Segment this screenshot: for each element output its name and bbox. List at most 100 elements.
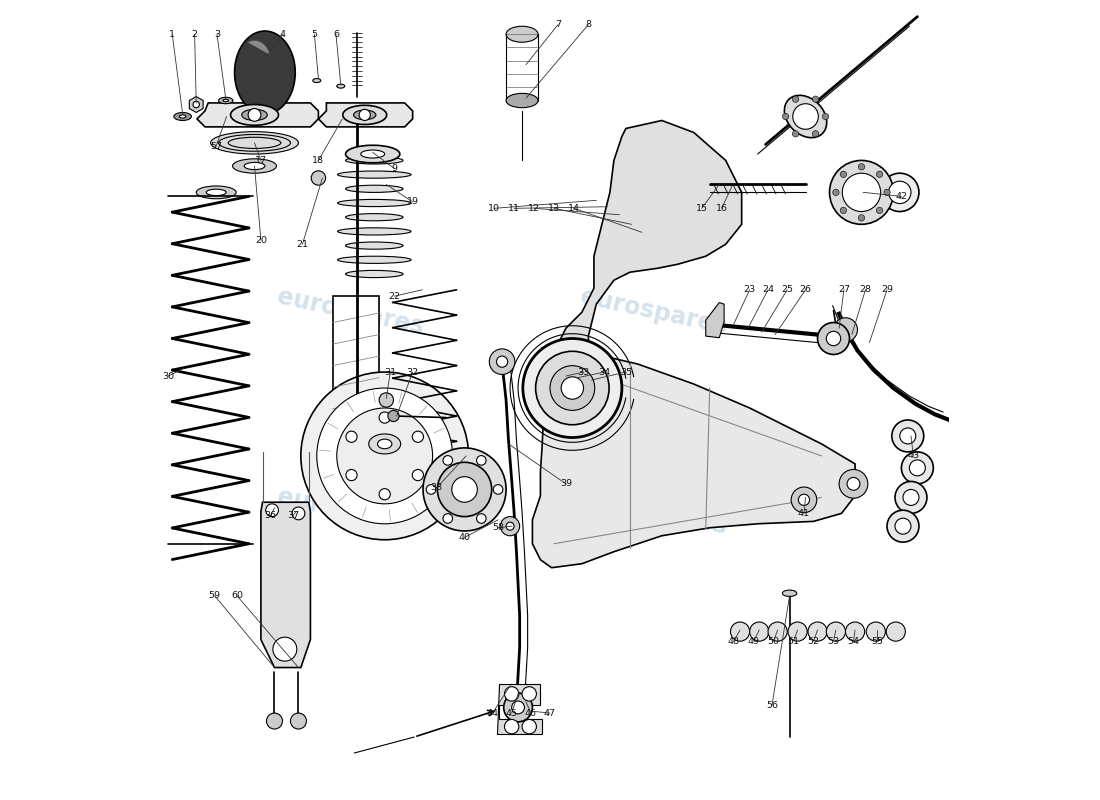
Circle shape	[311, 170, 326, 185]
Ellipse shape	[179, 115, 186, 118]
Circle shape	[846, 622, 865, 641]
Ellipse shape	[232, 159, 276, 173]
Text: 4: 4	[279, 30, 286, 38]
Circle shape	[292, 507, 305, 520]
Circle shape	[317, 388, 452, 524]
Text: eurospares: eurospares	[275, 285, 426, 339]
Text: 26: 26	[800, 286, 812, 294]
Text: 50: 50	[768, 637, 780, 646]
Text: 23: 23	[744, 286, 756, 294]
Text: eurospares: eurospares	[275, 485, 426, 539]
Polygon shape	[706, 302, 724, 338]
Ellipse shape	[345, 242, 403, 249]
Circle shape	[793, 104, 818, 130]
Polygon shape	[248, 41, 270, 54]
Circle shape	[840, 207, 847, 214]
Circle shape	[892, 420, 924, 452]
Circle shape	[843, 173, 881, 211]
Circle shape	[561, 377, 583, 399]
Circle shape	[522, 338, 622, 438]
Ellipse shape	[219, 134, 290, 151]
Circle shape	[345, 431, 358, 442]
Circle shape	[792, 96, 799, 102]
Text: 48: 48	[728, 637, 739, 646]
Circle shape	[829, 161, 893, 224]
Text: eurospares: eurospares	[579, 285, 729, 339]
Circle shape	[536, 351, 609, 425]
Polygon shape	[549, 121, 741, 392]
Ellipse shape	[223, 99, 229, 102]
Circle shape	[505, 719, 519, 734]
Circle shape	[881, 173, 918, 211]
Ellipse shape	[210, 132, 298, 154]
Text: 57: 57	[210, 142, 222, 150]
Text: 46: 46	[525, 709, 537, 718]
Circle shape	[877, 207, 882, 214]
Ellipse shape	[506, 94, 538, 108]
Circle shape	[840, 171, 847, 178]
Text: eurospares: eurospares	[579, 485, 729, 539]
Ellipse shape	[312, 78, 321, 82]
Ellipse shape	[196, 186, 236, 198]
Ellipse shape	[343, 106, 387, 125]
Text: 8: 8	[585, 20, 592, 29]
Circle shape	[550, 366, 595, 410]
Circle shape	[834, 318, 858, 342]
Text: 37: 37	[287, 511, 299, 520]
Circle shape	[887, 510, 918, 542]
Text: 12: 12	[528, 204, 540, 213]
Circle shape	[877, 171, 882, 178]
Text: 60: 60	[231, 591, 243, 600]
Circle shape	[500, 517, 519, 536]
Text: 30: 30	[162, 371, 174, 381]
Ellipse shape	[345, 146, 400, 163]
Text: 53: 53	[827, 637, 839, 646]
Text: 52: 52	[807, 637, 820, 646]
Ellipse shape	[345, 186, 403, 193]
Text: 38: 38	[430, 483, 442, 492]
Text: 56: 56	[766, 701, 778, 710]
Circle shape	[493, 485, 503, 494]
Circle shape	[443, 456, 452, 465]
Text: 58: 58	[492, 523, 504, 532]
Ellipse shape	[174, 113, 191, 121]
Text: 34: 34	[598, 367, 611, 377]
Circle shape	[895, 518, 911, 534]
Circle shape	[412, 470, 424, 481]
Ellipse shape	[782, 590, 796, 597]
Circle shape	[379, 489, 390, 500]
Text: 47: 47	[544, 709, 556, 718]
Circle shape	[768, 622, 788, 641]
Text: 13: 13	[548, 204, 560, 213]
Ellipse shape	[368, 434, 400, 454]
Circle shape	[833, 189, 839, 195]
Ellipse shape	[219, 98, 233, 104]
Text: 49: 49	[748, 637, 760, 646]
Text: 22: 22	[388, 292, 400, 301]
Text: 21: 21	[296, 240, 308, 249]
Circle shape	[273, 637, 297, 661]
Circle shape	[858, 164, 865, 170]
Circle shape	[192, 102, 199, 108]
Circle shape	[867, 622, 886, 641]
Circle shape	[799, 494, 810, 506]
Circle shape	[266, 713, 283, 729]
Text: 28: 28	[859, 286, 871, 294]
Text: 36: 36	[264, 511, 276, 520]
Circle shape	[452, 477, 477, 502]
Text: 27: 27	[838, 286, 850, 294]
Circle shape	[826, 331, 840, 346]
Text: 15: 15	[695, 204, 707, 213]
Circle shape	[522, 686, 537, 701]
Circle shape	[505, 686, 519, 701]
Text: 17: 17	[255, 156, 267, 165]
Ellipse shape	[353, 110, 376, 120]
Circle shape	[337, 408, 432, 504]
Circle shape	[345, 470, 358, 481]
Circle shape	[808, 622, 827, 641]
Circle shape	[900, 428, 916, 444]
Ellipse shape	[345, 214, 403, 221]
Ellipse shape	[506, 26, 538, 42]
Circle shape	[887, 622, 905, 641]
Circle shape	[388, 410, 399, 422]
